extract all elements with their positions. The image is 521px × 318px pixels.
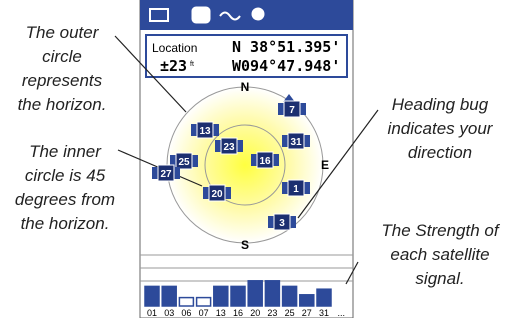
annotation-line: direction (408, 143, 472, 162)
satellite: 16 (251, 152, 279, 168)
satellite-id: 27 (160, 169, 172, 180)
accuracy-unit: ft (190, 61, 194, 68)
signal-label: 25 (285, 308, 295, 318)
signal-bar (197, 298, 211, 306)
satellite-id: 3 (279, 218, 285, 229)
compass-n: N (241, 80, 250, 94)
annotation-line: circle is 45 (25, 166, 106, 185)
signal-label: 27 (302, 308, 312, 318)
satellite: 7 (278, 101, 306, 117)
annotation-line: the horizon. (18, 95, 107, 114)
signal-bar (248, 281, 262, 306)
signal-label: 20 (250, 308, 260, 318)
satellite: 20 (203, 185, 231, 201)
annotation-line: The inner (29, 142, 102, 161)
toolbar (140, 0, 353, 30)
satellite-id: 31 (290, 137, 302, 148)
signal-label: ... (337, 308, 345, 318)
satellite: 13 (191, 122, 219, 138)
annotation-line: degrees from (15, 190, 115, 209)
annotation-line: Heading bug (392, 95, 489, 114)
satellite-id: 23 (223, 142, 235, 153)
satellite-id: 7 (289, 105, 295, 116)
annotation-line: The outer (26, 23, 100, 42)
satellite: 23 (215, 138, 243, 154)
signal-label: 13 (216, 308, 226, 318)
signal-bar (317, 289, 331, 306)
signal-bar (265, 281, 279, 306)
satellite: 31 (282, 133, 310, 149)
satellite: 1 (282, 180, 310, 196)
compass-e: E (321, 158, 329, 172)
satellite-id: 20 (211, 189, 223, 200)
signal-bar (145, 286, 159, 306)
signal-bar (231, 286, 245, 306)
signal-bar (179, 298, 193, 306)
signal-label: 06 (181, 308, 191, 318)
signal-label: 01 (147, 308, 157, 318)
signal-bar (300, 295, 314, 306)
signal-label: 16 (233, 308, 243, 318)
annotation-line: indicates your (388, 119, 494, 138)
satellite-id: 1 (293, 184, 299, 195)
signal-label: 03 (164, 308, 174, 318)
annotation-line: the horizon. (21, 214, 110, 233)
accuracy: ±23 (160, 57, 187, 75)
signal-label: 07 (199, 308, 209, 318)
satellite-id: 25 (178, 157, 190, 168)
satellite: 27 (152, 165, 180, 181)
signal-bar (283, 286, 297, 306)
latitude: N 38°51.395' (232, 38, 340, 56)
annotation-line: represents (22, 71, 103, 90)
signal-bar (162, 286, 176, 306)
annotation-line: each satellite (390, 245, 489, 264)
longitude: W094°47.948' (232, 57, 340, 75)
signal-label: 23 (267, 308, 277, 318)
satellite: 3 (268, 214, 296, 230)
annotation-line: The Strength of (381, 221, 500, 240)
screenshot: Location ±23 ft N 38°51.395' W094°47.948… (0, 0, 521, 318)
signal-label: 31 (319, 308, 329, 318)
satellite-id: 16 (259, 156, 271, 167)
annotation-line: signal. (415, 269, 464, 288)
compass-s: S (241, 238, 249, 252)
annotation-line: circle (42, 47, 82, 66)
location-label: Location (152, 41, 197, 55)
satellite-id: 13 (199, 126, 211, 137)
signal-bar (214, 286, 228, 306)
